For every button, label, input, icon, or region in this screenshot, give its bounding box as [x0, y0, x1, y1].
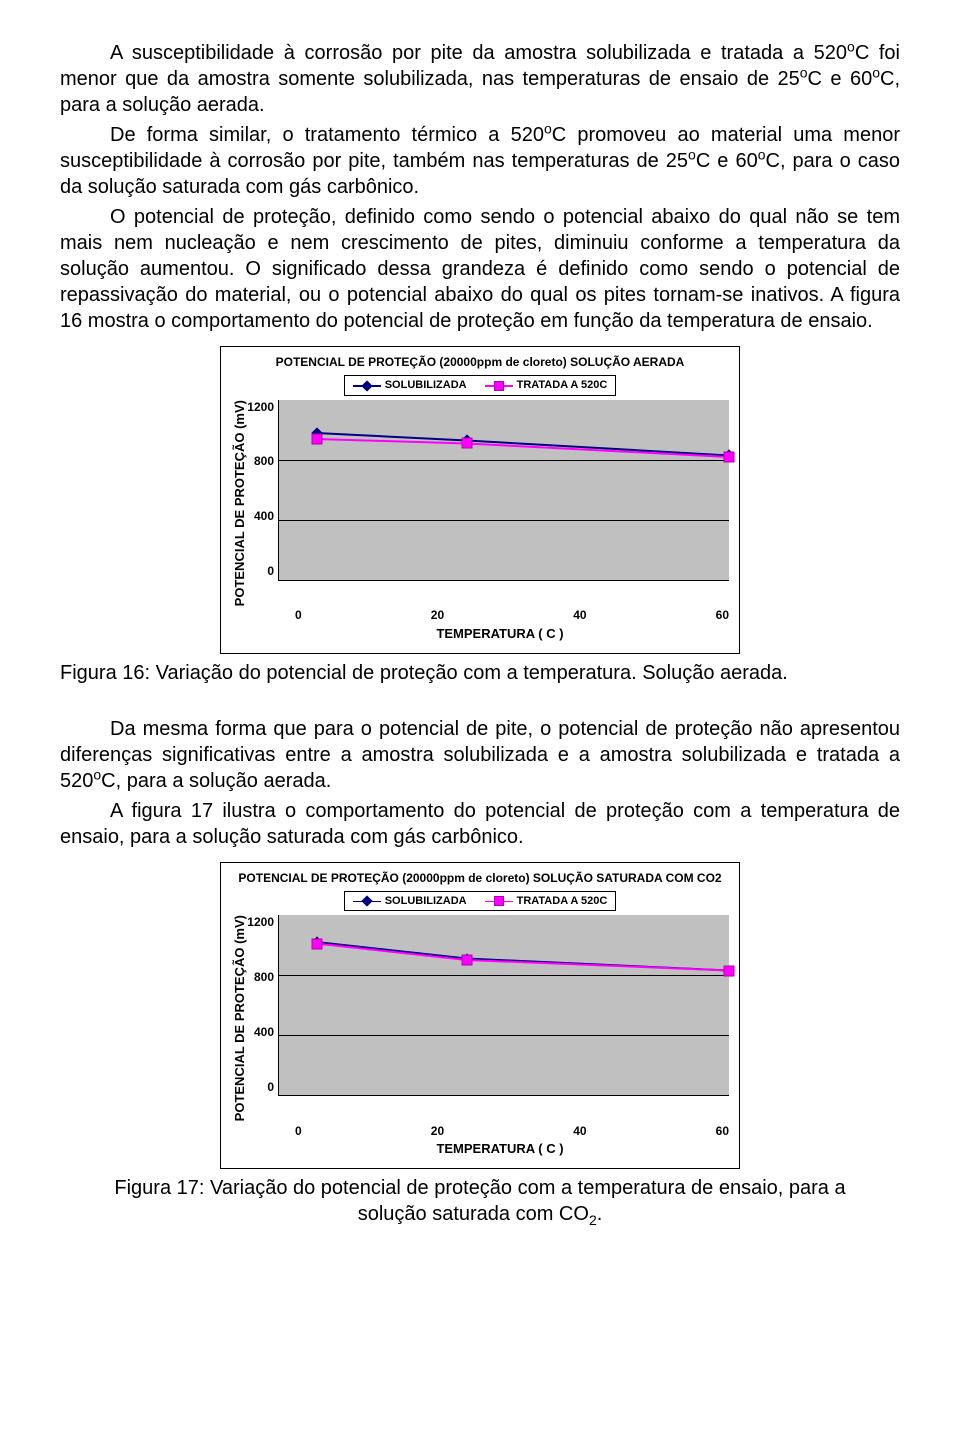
legend-label: TRATADA A 520C [517, 378, 608, 392]
plot-area [278, 400, 729, 581]
ytick: 0 [267, 1080, 274, 1096]
para-3: O potencial de proteção, definido como s… [60, 204, 900, 334]
sup-o: o [758, 146, 766, 162]
chart-title: POTENCIAL DE PROTEÇÃO (20000ppm de clore… [231, 871, 729, 885]
plot-area [278, 915, 729, 1096]
chart-legend: SOLUBILIZADA TRATADA A 520C [344, 375, 617, 395]
legend-label: SOLUBILIZADA [385, 378, 467, 392]
legend-label: TRATADA A 520C [517, 894, 608, 908]
xtick: 20 [431, 1124, 444, 1140]
ytick: 800 [254, 970, 274, 986]
figure-16-chart: POTENCIAL DE PROTEÇÃO (20000ppm de clore… [220, 346, 740, 654]
para-4: Da mesma forma que para o potencial de p… [60, 716, 900, 794]
ytick: 1200 [247, 915, 274, 931]
x-ticks: 0 20 40 60 [295, 608, 729, 624]
x-axis-label: TEMPERATURA ( C ) [271, 626, 729, 643]
x-ticks: 0 20 40 60 [295, 1124, 729, 1140]
para-2: De forma similar, o tratamento térmico a… [60, 122, 900, 200]
text: O potencial de proteção, definido como s… [60, 206, 900, 332]
legend-marker [353, 381, 381, 391]
ytick: 0 [267, 564, 274, 580]
para-5: A figura 17 ilustra o comportamento do p… [60, 798, 900, 850]
sup-o: o [93, 766, 101, 782]
text: solução saturada com CO [358, 1203, 589, 1225]
xtick: 0 [295, 608, 302, 624]
xtick: 40 [573, 608, 586, 624]
legend-marker [485, 381, 513, 391]
legend-label: SOLUBILIZADA [385, 894, 467, 908]
figure-17-chart: POTENCIAL DE PROTEÇÃO (20000ppm de clore… [220, 862, 740, 1170]
legend-item-solubilizada: SOLUBILIZADA [353, 378, 467, 392]
y-axis-label: POTENCIAL DE PROTEÇÃO (mV) [231, 400, 247, 606]
sub-2: 2 [589, 1212, 597, 1228]
ytick: 400 [254, 509, 274, 525]
sup-o: o [800, 64, 808, 80]
chart-legend: SOLUBILIZADA TRATADA A 520C [344, 891, 617, 911]
legend-item-tratada: TRATADA A 520C [485, 894, 608, 908]
sup-o: o [544, 120, 552, 136]
y-ticks: 1200 800 400 0 [247, 915, 278, 1095]
text: C e 60 [808, 68, 873, 90]
xtick: 60 [716, 1124, 729, 1140]
para-1: A susceptibilidade à corrosão por pite d… [60, 40, 900, 118]
xtick: 40 [573, 1124, 586, 1140]
text: Figura 17: Variação do potencial de prot… [114, 1177, 845, 1199]
legend-item-tratada: TRATADA A 520C [485, 378, 608, 392]
text: A susceptibilidade à corrosão por pite d… [110, 42, 847, 64]
xtick: 0 [295, 1124, 302, 1140]
legend-marker [485, 896, 513, 906]
x-axis-label: TEMPERATURA ( C ) [271, 1141, 729, 1158]
legend-item-solubilizada: SOLUBILIZADA [353, 894, 467, 908]
legend-marker [353, 896, 381, 906]
y-ticks: 1200 800 400 0 [247, 400, 278, 580]
y-axis-label: POTENCIAL DE PROTEÇÃO (mV) [231, 915, 247, 1121]
sup-o: o [847, 38, 855, 54]
text: De forma similar, o tratamento térmico a… [110, 124, 544, 146]
figure-17-caption: Figura 17: Variação do potencial de prot… [60, 1175, 900, 1227]
sup-o: o [688, 146, 696, 162]
text: C e 60 [696, 150, 758, 172]
ytick: 400 [254, 1025, 274, 1041]
ytick: 1200 [247, 400, 274, 416]
xtick: 20 [431, 608, 444, 624]
text: A figura 17 ilustra o comportamento do p… [60, 800, 900, 848]
text: . [597, 1203, 603, 1225]
text: C, para a solução aerada. [101, 770, 331, 792]
sup-o: o [872, 64, 880, 80]
ytick: 800 [254, 454, 274, 470]
xtick: 60 [716, 608, 729, 624]
chart-title: POTENCIAL DE PROTEÇÃO (20000ppm de clore… [231, 355, 729, 369]
figure-16-caption: Figura 16: Variação do potencial de prot… [60, 660, 900, 686]
